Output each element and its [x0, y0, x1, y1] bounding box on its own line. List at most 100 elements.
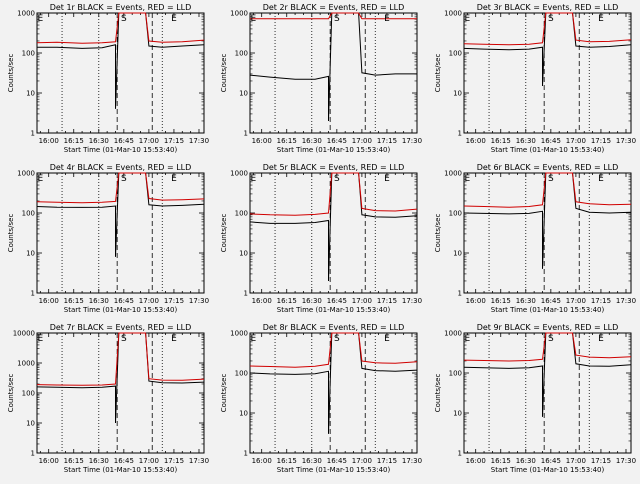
x-axis-label: Start Time (01-Mar-10 15:53:40) — [64, 146, 178, 154]
x-tick-label: 17:00 — [566, 297, 586, 305]
flag-label: S — [121, 334, 127, 344]
x-tick-label: 16:15 — [64, 297, 84, 305]
chart-panel: 16:00 16:15 16:30 16:45 17:00 17:15 17:30 1 10 10… — [220, 163, 422, 314]
y-axis-label: Counts/sec — [434, 374, 442, 413]
lld-series-line — [36, 332, 205, 386]
flag-label: E — [384, 174, 390, 184]
chart-panel: 16:00 16:15 16:30 16:45 17:00 17:15 17:30 1 10 10… — [220, 3, 422, 154]
y-tick-label: 10 — [26, 250, 35, 258]
flag-label: E — [464, 334, 470, 344]
x-tick-label: 17:15 — [591, 297, 611, 305]
y-tick-label: 1000 — [230, 170, 248, 178]
x-tick-label: 16:30 — [516, 457, 536, 465]
x-tick-label: 17:30 — [616, 457, 636, 465]
x-tick-label: 17:15 — [377, 457, 397, 465]
chart-title: Det 4r BLACK = Events, RED = LLD — [50, 163, 192, 172]
x-tick-label: 16:30 — [89, 297, 109, 305]
y-tick-label: 10 — [239, 410, 248, 418]
x-tick-label: 17:15 — [377, 297, 397, 305]
x-tick-label: 16:45 — [114, 457, 134, 465]
y-tick-label: 10 — [239, 90, 248, 98]
x-tick-label: 17:30 — [616, 137, 636, 145]
y-tick-label: 100 — [235, 50, 248, 58]
x-tick-label: 17:15 — [591, 137, 611, 145]
x-tick-label: 17:30 — [189, 457, 209, 465]
y-tick-label: 100 — [22, 210, 35, 218]
y-axis-label: Counts/sec — [220, 374, 228, 413]
events-series-line — [463, 172, 632, 269]
y-tick-label: 100 — [22, 390, 35, 398]
x-tick-label: 16:00 — [252, 457, 272, 465]
y-tick-label: 1000 — [444, 170, 462, 178]
x-tick-label: 17:15 — [164, 137, 184, 145]
flag-label: E — [37, 174, 43, 184]
chart-panel: 16:00 16:15 16:30 16:45 17:00 17:15 17:30 1 10 10… — [434, 323, 636, 474]
flag-label: S — [548, 14, 554, 24]
x-tick-label: 17:15 — [591, 457, 611, 465]
x-tick-label: 16:00 — [39, 297, 59, 305]
y-tick-label: 1 — [31, 290, 35, 298]
y-tick-label: 100 — [449, 370, 462, 378]
lld-series-line — [249, 172, 418, 216]
flag-label: S — [334, 14, 340, 24]
y-tick-label: 1 — [244, 130, 248, 138]
x-tick-label: 16:45 — [114, 297, 134, 305]
y-tick-label: 100 — [235, 370, 248, 378]
chart-title: Det 7r BLACK = Events, RED = LLD — [50, 323, 192, 332]
flag-label: E — [171, 14, 177, 24]
lld-series-line — [463, 12, 632, 46]
x-tick-label: 16:15 — [64, 137, 84, 145]
y-tick-label: 1 — [31, 450, 35, 458]
lld-series-line — [249, 332, 418, 368]
flag-label: E — [250, 14, 256, 24]
x-axis-label: Start Time (01-Mar-10 15:53:40) — [277, 306, 391, 314]
y-tick-label: 1 — [244, 450, 248, 458]
y-axis-label: Counts/sec — [7, 374, 15, 413]
x-tick-label: 16:30 — [302, 297, 322, 305]
flag-label: E — [250, 174, 256, 184]
flag-label: E — [598, 174, 604, 184]
y-tick-label: 1000 — [17, 360, 35, 368]
x-tick-label: 17:30 — [402, 137, 422, 145]
y-tick-label: 1000 — [17, 10, 35, 18]
lld-series-line — [250, 12, 417, 20]
events-series-line — [463, 12, 632, 87]
y-tick-label: 10 — [453, 250, 462, 258]
chart-title: Det 1r BLACK = Events, RED = LLD — [50, 3, 192, 12]
lld-series-line — [36, 172, 205, 204]
chart-panel: 16:00 16:15 16:30 16:45 17:00 17:15 17:30 1 10 10… — [434, 163, 636, 314]
y-tick-label: 1000 — [444, 10, 462, 18]
x-axis-label: Start Time (01-Mar-10 15:53:40) — [277, 466, 391, 474]
y-tick-label: 100 — [235, 210, 248, 218]
x-axis-label: Start Time (01-Mar-10 15:53:40) — [64, 306, 178, 314]
chart-title: Det 6r BLACK = Events, RED = LLD — [477, 163, 619, 172]
flag-label: E — [384, 14, 390, 24]
flag-label: S — [548, 174, 554, 184]
x-tick-label: 16:45 — [541, 137, 561, 145]
x-tick-label: 16:15 — [491, 137, 511, 145]
x-tick-label: 16:00 — [252, 137, 272, 145]
x-tick-label: 16:45 — [327, 297, 347, 305]
y-tick-label: 1 — [458, 290, 462, 298]
chart-title: Det 2r BLACK = Events, RED = LLD — [263, 3, 405, 12]
events-series-line — [36, 172, 205, 257]
y-axis-label: Counts/sec — [220, 54, 228, 93]
x-tick-label: 17:30 — [189, 297, 209, 305]
flag-label: S — [334, 334, 340, 344]
x-tick-label: 16:00 — [466, 297, 486, 305]
chart-panel: 16:00 16:15 16:30 16:45 17:00 17:15 17:30 1 10 10… — [220, 323, 422, 474]
x-tick-label: 16:15 — [277, 297, 297, 305]
y-tick-label: 10 — [26, 90, 35, 98]
x-tick-label: 16:30 — [302, 137, 322, 145]
flag-label: E — [37, 334, 43, 344]
x-tick-label: 16:45 — [327, 457, 347, 465]
chart-title: Det 3r BLACK = Events, RED = LLD — [477, 3, 619, 12]
flag-label: E — [37, 14, 43, 24]
x-tick-label: 17:15 — [164, 297, 184, 305]
events-series-line — [249, 332, 418, 434]
y-axis-label: Counts/sec — [434, 54, 442, 93]
x-tick-label: 17:00 — [566, 137, 586, 145]
x-axis-label: Start Time (01-Mar-10 15:53:40) — [491, 146, 605, 154]
events-series-line — [249, 12, 417, 122]
